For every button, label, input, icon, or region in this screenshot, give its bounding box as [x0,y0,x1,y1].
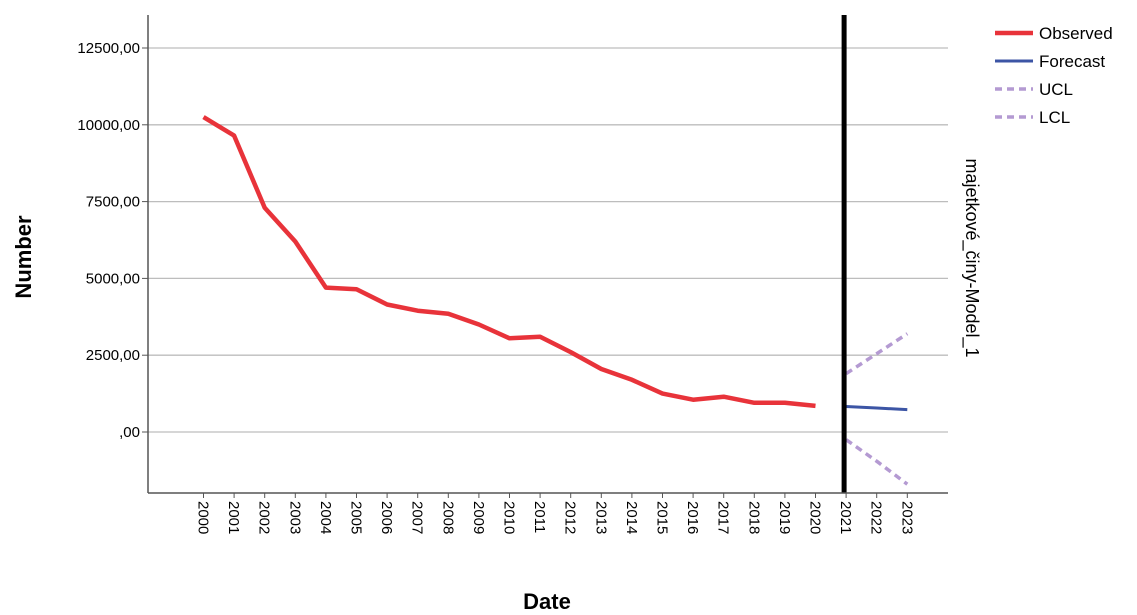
x-tick-label: 2013 [592,501,609,534]
legend-label-lcl: LCL [1039,108,1070,127]
x-tick-label: 2009 [470,501,487,534]
x-tick-label: 2018 [745,501,762,534]
x-tick-label: 2020 [807,501,824,534]
x-tick-label: 2015 [654,501,671,534]
x-axis-title: Date [523,589,571,614]
y-tick-label: 5000,00 [86,270,140,287]
series-observed-line [202,115,816,409]
x-tick-label: 2010 [501,501,518,534]
gridlines [148,47,948,433]
model-label: majetkové_činy-Model_1 [961,158,982,357]
y-tick-label: ,00 [119,424,140,441]
series-lcl-line [845,438,909,486]
x-tick-label: 2019 [776,501,793,534]
series-ucl-line [845,332,909,376]
x-tick-label: 2012 [562,501,579,534]
x-tick-label: 2023 [898,501,915,534]
series-lines [202,115,909,486]
x-tick-label: 2005 [348,501,365,534]
x-tick-label: 2002 [256,501,273,534]
x-axis-ticks: 2000 2001 2002 2003 2004 2005 2006 2007 2008 2009… [195,493,915,534]
x-tick-label: 2017 [715,501,732,534]
x-tick-label: 2007 [409,501,426,534]
x-tick-label: 2014 [623,501,640,534]
x-tick-label: 2016 [684,501,701,534]
series-forecast-line [846,405,908,412]
x-tick-label: 2004 [317,501,334,534]
y-tick-label: 2500,00 [86,347,140,364]
x-tick-label: 2022 [868,501,885,534]
x-tick-label: 2000 [195,501,212,534]
x-tick-label: 2021 [837,501,854,534]
x-tick-label: 2003 [286,501,303,534]
axes [147,15,948,494]
legend-label-observed: Observed [1039,24,1113,43]
y-tick-label: 7500,00 [86,194,140,211]
y-tick-label: 12500,00 [77,40,140,57]
legend-label-ucl: UCL [1039,80,1073,99]
y-axis-title: Number [11,215,36,299]
y-axis-ticks: ,00 2500,00 5000,00 7500,00 10000,00 12500,00 [77,40,148,441]
x-tick-label: 2006 [378,501,395,534]
x-tick-label: 2008 [439,501,456,534]
y-tick-label: 10000,00 [77,117,140,134]
legend-label-forecast: Forecast [1039,52,1105,71]
x-tick-label: 2011 [531,501,548,533]
x-tick-label: 2001 [225,501,242,534]
legend: Observed Forecast UCL LCL [995,24,1113,127]
